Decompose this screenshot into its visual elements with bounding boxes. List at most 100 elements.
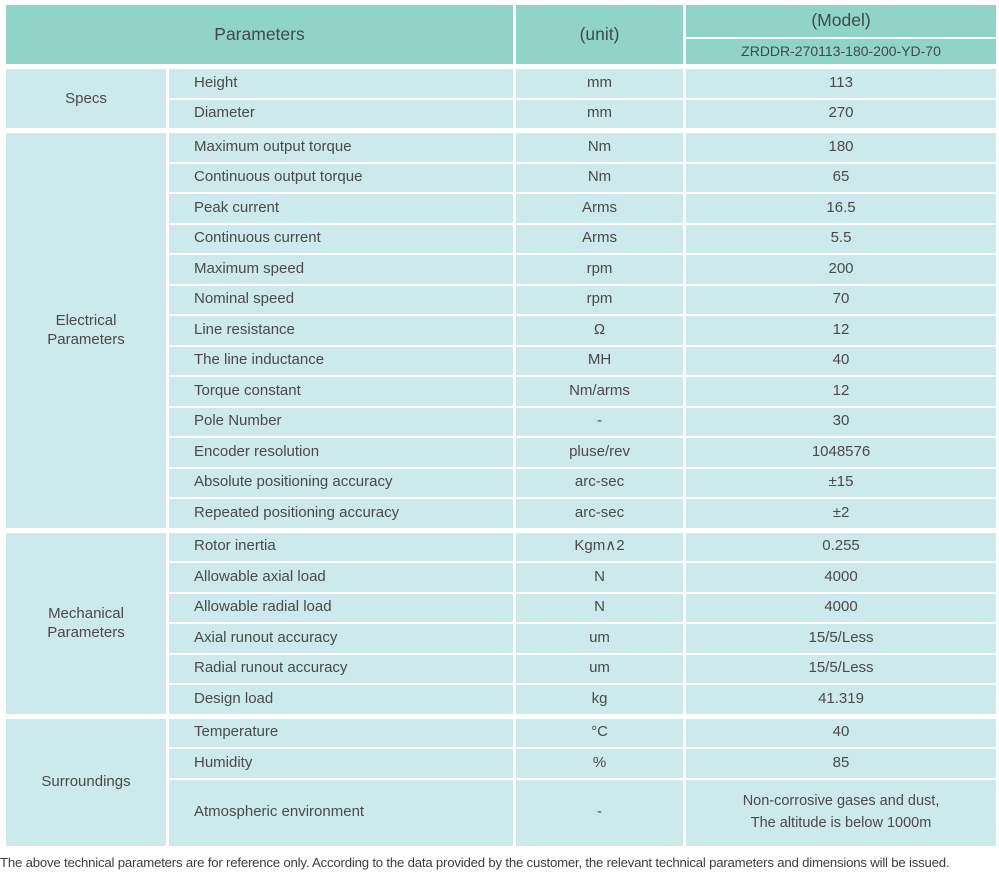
table-row: Encoder resolution pluse/rev 1048576 <box>5 436 999 469</box>
parameters-header: Parameters <box>2 3 517 68</box>
table-row: Line resistance Ω 12 <box>5 314 999 347</box>
footer-note: The above technical parameters are for r… <box>0 855 950 870</box>
param-name: Continuous current <box>165 222 517 255</box>
param-value: 200 <box>683 253 999 286</box>
param-unit: mm <box>513 65 687 100</box>
group-mechanical: Mechanical Parameters Rotor inertia Kgm∧… <box>3 529 999 717</box>
param-value: 40 <box>683 344 999 377</box>
param-unit: MH <box>513 344 687 377</box>
table-row: Maximum speed rpm 200 <box>5 253 999 286</box>
param-value: ±2 <box>683 497 999 531</box>
model-header: (Model) <box>683 3 999 39</box>
table-row: Absolute positioning accuracy arc-sec ±1… <box>5 466 999 499</box>
param-unit: rpm <box>513 283 687 316</box>
param-value: 65 <box>683 161 999 194</box>
param-unit: pluse/rev <box>513 436 687 469</box>
table-row: Torque constant Nm/arms 12 <box>5 375 999 408</box>
table-row: Design load kg 41.319 <box>5 683 999 717</box>
param-name: Allowable axial load <box>165 561 517 594</box>
table-row: Pole Number - 30 <box>5 405 999 438</box>
param-value: 4000 <box>683 561 999 594</box>
param-value: 5.5 <box>683 222 999 255</box>
param-name: Repeated positioning accuracy <box>165 497 517 531</box>
param-unit: kg <box>513 683 687 717</box>
param-value: 85 <box>683 747 999 780</box>
spec-sheet-page: Parameters (unit) (Model) ZRDDR-270113-1… <box>0 3 999 882</box>
param-unit: Arms <box>513 222 687 255</box>
param-value: 12 <box>683 314 999 347</box>
param-value: 15/5/Less <box>683 622 999 655</box>
unit-header: (unit) <box>513 3 687 68</box>
param-name: Design load <box>165 683 517 717</box>
table-row: Atmospheric environment - Non-corrosive … <box>5 777 999 848</box>
model-code: ZRDDR-270113-180-200-YD-70 <box>683 37 999 68</box>
group-specs: Specs Height mm 113 Diameter mm 270 <box>3 65 999 132</box>
param-value: 16.5 <box>683 192 999 225</box>
table-row: Diameter mm 270 <box>5 97 999 132</box>
param-value: 270 <box>683 97 999 132</box>
param-unit: Kgm∧2 <box>513 529 687 563</box>
table-row: Peak current Arms 16.5 <box>5 192 999 225</box>
group-surroundings: Surroundings Temperature °C 40 Humidity … <box>3 715 999 848</box>
table-row: Humidity % 85 <box>5 747 999 780</box>
param-unit: N <box>513 591 687 624</box>
spec-table: Parameters (unit) (Model) ZRDDR-270113-1… <box>2 3 999 848</box>
category-cell: Specs <box>3 65 169 132</box>
param-name: Pole Number <box>165 405 517 438</box>
param-unit: N <box>513 561 687 594</box>
param-name: Encoder resolution <box>165 436 517 469</box>
table-row: Specs Height mm 113 <box>3 65 999 132</box>
param-name: Radial runout accuracy <box>165 652 517 685</box>
param-value: 4000 <box>683 591 999 624</box>
param-name: Atmospheric environment <box>165 777 517 848</box>
param-name: Torque constant <box>165 375 517 408</box>
param-value: 1048576 <box>683 436 999 469</box>
param-value: Non-corrosive gases and dust, The altitu… <box>683 777 999 848</box>
param-name: Diameter <box>165 97 517 132</box>
param-unit: arc-sec <box>513 497 687 531</box>
param-name: Rotor inertia <box>165 529 517 563</box>
param-unit: Nm/arms <box>513 375 687 408</box>
param-value: 180 <box>683 129 999 164</box>
param-name: Maximum output torque <box>165 129 517 164</box>
table-row: Repeated positioning accuracy arc-sec ±2 <box>5 497 999 531</box>
table-row: Radial runout accuracy um 15/5/Less <box>5 652 999 685</box>
param-name: Absolute positioning accuracy <box>165 466 517 499</box>
param-unit: arc-sec <box>513 466 687 499</box>
param-name: Humidity <box>165 747 517 780</box>
category-cell: Surroundings <box>3 715 169 848</box>
param-name: Line resistance <box>165 314 517 347</box>
param-name: Allowable radial load <box>165 591 517 624</box>
param-name: Nominal speed <box>165 283 517 316</box>
param-value: 113 <box>683 65 999 100</box>
param-value: 40 <box>683 715 999 749</box>
param-unit: % <box>513 747 687 780</box>
param-value: 70 <box>683 283 999 316</box>
category-cell: Electrical Parameters <box>3 129 169 531</box>
param-unit: mm <box>513 97 687 132</box>
param-unit: rpm <box>513 253 687 286</box>
table-row: The line inductance MH 40 <box>5 344 999 377</box>
param-value: 0.255 <box>683 529 999 563</box>
param-unit: - <box>513 405 687 438</box>
param-name: Temperature <box>165 715 517 749</box>
param-name: Height <box>165 65 517 100</box>
param-unit: Arms <box>513 192 687 225</box>
param-unit: Nm <box>513 161 687 194</box>
param-name: Maximum speed <box>165 253 517 286</box>
table-header: Parameters (unit) (Model) ZRDDR-270113-1… <box>2 3 999 68</box>
param-unit: um <box>513 652 687 685</box>
table-row: Surroundings Temperature °C 40 <box>3 715 999 848</box>
param-unit: - <box>513 777 687 848</box>
param-unit: °C <box>513 715 687 749</box>
param-name: Axial runout accuracy <box>165 622 517 655</box>
param-unit: Ω <box>513 314 687 347</box>
header-row: Parameters (unit) (Model) <box>2 3 999 68</box>
table-row: Continuous current Arms 5.5 <box>5 222 999 255</box>
table-row: Mechanical Parameters Rotor inertia Kgm∧… <box>3 529 999 717</box>
param-unit: um <box>513 622 687 655</box>
category-cell: Mechanical Parameters <box>3 529 169 717</box>
param-name: Continuous output torque <box>165 161 517 194</box>
param-value: 30 <box>683 405 999 438</box>
param-name: Peak current <box>165 192 517 225</box>
